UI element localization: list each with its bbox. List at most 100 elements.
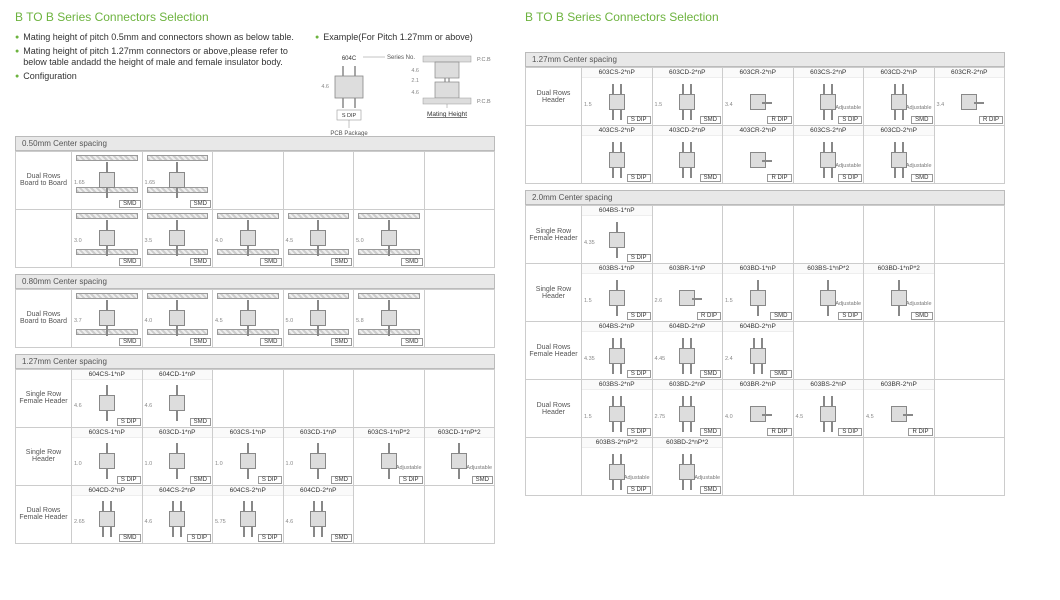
connector-cell: 403CR-2*nP R DIP <box>723 126 794 184</box>
connector-diagram: 4.0 SMD <box>143 290 213 347</box>
package-label: S DIP <box>117 476 141 484</box>
connector-diagram: Adjustable S DIP <box>794 136 864 183</box>
connector-cell: 604BS-1*nP 4.35 S DIP <box>582 206 653 264</box>
bullet-list: Mating height of pitch 0.5mm and connect… <box>15 32 305 83</box>
connector-cell: 604CD-1*nP 4.6 SMD <box>142 369 213 427</box>
dimension: 4.0 <box>725 414 733 420</box>
bullet-text: Configuration <box>23 71 77 83</box>
dimension: 3.5 <box>145 238 153 244</box>
connector-icon <box>603 144 631 176</box>
part-number: 603CD-2*nP <box>864 68 934 78</box>
package-label: SMD <box>700 370 721 378</box>
part-number: 603CD-1*nP <box>143 428 213 438</box>
dimension: 3.7 <box>74 318 82 324</box>
connector-diagram: 4.0 SMD <box>213 210 283 267</box>
connector-cell: 603CD-1*nP*2 Adjustable SMD <box>424 427 495 485</box>
connector-diagram: S DIP <box>582 136 652 183</box>
svg-text:Mating Height: Mating Height <box>427 111 467 118</box>
row-label: Single Row Female Header <box>16 369 72 427</box>
connector-cell: 603BD-1*nP 1.5 SMD <box>723 264 794 322</box>
connector-icon <box>93 445 121 477</box>
package-label: S DIP <box>258 476 282 484</box>
table-row: Dual Rows Board to Board 1.65 SMD 1.65 <box>16 151 495 209</box>
svg-text:S DIP: S DIP <box>342 113 357 119</box>
connector-icon <box>375 222 403 254</box>
empty-cell <box>723 206 794 264</box>
table-row: Single Row Header 603BS-1*nP 1.5 S DIP 6… <box>526 264 1005 322</box>
connector-icon <box>163 222 191 254</box>
connector-diagram: 1.0 S DIP <box>72 438 142 485</box>
connector-diagram: 1.0 S DIP <box>213 438 283 485</box>
connector-diagram: 4.0 R DIP <box>723 390 793 437</box>
connector-cell: 604CD-2*nP 4.6 SMD <box>283 485 354 543</box>
part-number: 603BS-1*nP <box>582 264 652 274</box>
part-number: 603BD-1*nP <box>723 264 793 274</box>
dimension: 2.4 <box>725 356 733 362</box>
dimension: 3.0 <box>74 238 82 244</box>
package-label: R DIP <box>908 428 932 436</box>
package-label: SMD <box>770 312 791 320</box>
connector-cell: 603BD-2*nP 2.75 SMD <box>652 380 723 438</box>
empty-cell <box>793 206 864 264</box>
part-number: 604BD-2*nP <box>723 322 793 332</box>
connector-icon <box>304 445 332 477</box>
connector-diagram: Adjustable S DIP <box>354 438 424 485</box>
section-header: 2.0mm Center spacing <box>525 190 1005 205</box>
package-label: SMD <box>700 174 721 182</box>
connector-cell: 403CD-2*nP SMD <box>652 126 723 184</box>
connector-cell: 603CD-1*nP 1.0 SMD <box>283 427 354 485</box>
example-block: Example(For Pitch 1.27mm or above) 604C … <box>315 32 495 136</box>
connector-diagram: 2.65 SMD <box>72 496 142 543</box>
dimension: 2.6 <box>655 298 663 304</box>
package-label: SMD <box>190 418 211 426</box>
section-header: 1.27mm Center spacing <box>525 52 1005 67</box>
package-label: S DIP <box>187 534 211 542</box>
package-label: S DIP <box>399 476 423 484</box>
connector-cell: 603CR-2*nP 3.4 R DIP <box>934 68 1005 126</box>
connector-icon <box>673 456 701 488</box>
connector-cell: 403CS-2*nP S DIP <box>582 126 653 184</box>
connector-cell: 603CS-1*nP*2 Adjustable S DIP <box>354 427 425 485</box>
svg-text:Series No.: Series No. <box>387 55 415 61</box>
part-number: 603CS-2*nP <box>794 126 864 136</box>
connector-cell: 603BD-1*nP*2 Adjustable SMD <box>864 264 935 322</box>
example-label: Example(For Pitch 1.27mm or above) <box>315 32 495 44</box>
package-label: SMD <box>331 338 352 346</box>
connector-icon <box>304 503 332 535</box>
connector-cell: 603CS-1*nP 1.0 S DIP <box>72 427 143 485</box>
connector-cell: 3.0 SMD <box>72 209 143 267</box>
package-label: SMD <box>700 428 721 436</box>
connector-icon <box>885 398 913 430</box>
package-label: SMD <box>472 476 493 484</box>
connector-icon <box>603 86 631 118</box>
connector-diagram: 4.5 S DIP <box>794 390 864 437</box>
connector-diagram: 2.4 SMD <box>723 332 793 379</box>
connector-diagram: 4.6 S DIP <box>72 380 142 427</box>
empty-cell <box>354 369 425 427</box>
package-label: SMD <box>260 258 281 266</box>
connector-icon <box>603 398 631 430</box>
connector-icon <box>814 398 842 430</box>
connector-icon <box>163 387 191 419</box>
connector-cell: 603BR-2*nP 4.5 R DIP <box>864 380 935 438</box>
empty-cell <box>934 380 1005 438</box>
part-number: 403CS-2*nP <box>582 126 652 136</box>
connector-icon <box>93 164 121 196</box>
connector-cell: 603BR-2*nP 4.0 R DIP <box>723 380 794 438</box>
package-label: SMD <box>911 174 932 182</box>
connector-diagram: 2.6 R DIP <box>653 274 723 321</box>
connector-cell: 603CS-2*nP Adjustable S DIP <box>793 68 864 126</box>
package-label: S DIP <box>627 254 651 262</box>
part-number: 603BS-2*nP <box>582 380 652 390</box>
connector-cell: 603BS-1*nP 1.5 S DIP <box>582 264 653 322</box>
connector-icon <box>304 222 332 254</box>
dimension: 4.45 <box>655 356 666 362</box>
part-number: 603BD-2*nP <box>653 380 723 390</box>
svg-text:4.6: 4.6 <box>411 90 419 96</box>
connector-cell: 603CD-2*nP 1.5 SMD <box>652 68 723 126</box>
part-number: 603CS-1*nP <box>213 428 283 438</box>
section-header: 1.27mm Center spacing <box>15 354 495 369</box>
package-label: SMD <box>700 486 721 494</box>
empty-cell <box>934 264 1005 322</box>
part-number: 403CD-2*nP <box>653 126 723 136</box>
